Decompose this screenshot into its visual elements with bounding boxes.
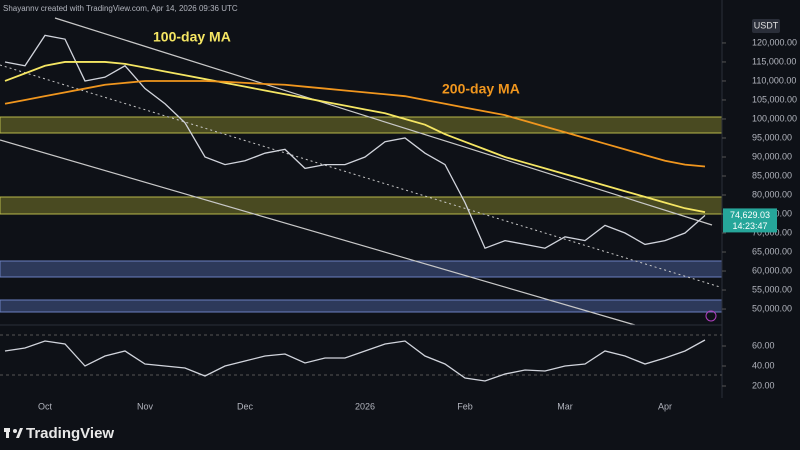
plot [4,34,706,382]
currency: USDT [754,20,779,30]
countdown: 14:23:47 [732,221,767,231]
y-tick-label: 60,000.00 [752,265,792,275]
ma-line [4,61,706,213]
logo-mark [16,428,23,438]
resistance-zone [0,196,723,215]
channel-lower [0,139,636,326]
y-tick-label: 65,000.00 [752,246,792,256]
y-tick-label: 60.00 [752,340,775,350]
price-line [4,34,706,250]
support-zone [0,260,723,278]
y-tick-label: 85,000.00 [752,170,792,180]
y-tick-label: 105,000.00 [752,94,797,104]
footer-logo: TradingView [26,425,114,442]
channel-mid [0,64,721,288]
y-tick-label: 110,000.00 [752,75,796,85]
currency-box [752,19,780,33]
x-tick-label: Apr [658,401,672,411]
y-tick-label: 120,000.00 [752,37,797,47]
y-tick-label: 90,000.00 [752,151,792,161]
price-line [4,339,706,382]
header: Shayannv created with TradingView.com, A… [3,4,238,13]
y-tick-label: 20.00 [752,380,775,390]
last-price-box [723,208,777,233]
x-tick-label: Nov [137,401,154,411]
resistance-zone [0,116,723,134]
y-tick-label: 115,000.00 [752,56,796,66]
channel-upper [54,17,713,226]
x-tick-label: Dec [237,401,254,411]
y-tick-label: 100,000.00 [752,113,797,123]
y-tick-label: 55,000.00 [752,284,792,294]
ma-line [4,80,706,168]
y-tick-label: 95,000.00 [752,132,792,142]
y-tick-label: 50,000.00 [752,303,792,313]
ma100-label: 100-day MA [153,29,231,45]
logo-mark [13,429,17,433]
support-zone [0,299,723,313]
y-tick-label: 40.00 [752,360,775,370]
x-tick-label: Feb [457,401,473,411]
event-icon [705,310,717,322]
x-tick-label: Mar [557,401,573,411]
y-tick-label: 80,000.00 [752,189,792,199]
ma200-label: 200-day MA [442,81,520,97]
logo-mark [6,428,9,438]
last-price-label: 74,629.03 [730,210,770,220]
x-tick-label: Oct [38,401,53,411]
x-tick-label: 2026 [355,401,375,411]
